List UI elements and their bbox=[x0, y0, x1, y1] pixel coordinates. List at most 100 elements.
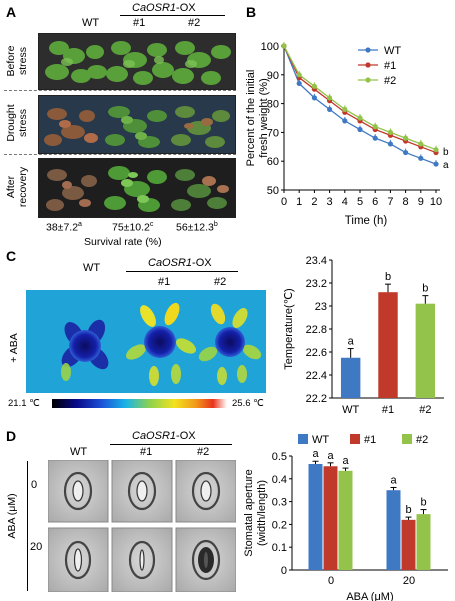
chart-c-ytick-label: 23.2 bbox=[306, 278, 327, 290]
chart-b-point bbox=[372, 124, 378, 130]
scale-min-label: 21.1 ℃ bbox=[8, 398, 40, 409]
survival-line2: 56±12.3b bbox=[176, 221, 218, 234]
chart-b-legend-label-2: #1 bbox=[384, 60, 396, 72]
chart-c-significance-letter: a bbox=[348, 336, 355, 348]
chart-b-point bbox=[372, 135, 378, 141]
chart-b-point bbox=[387, 141, 393, 147]
chart-b-xtick-label: 5 bbox=[357, 196, 363, 208]
chart-b-ytick-label: 70 bbox=[267, 127, 279, 139]
chart-b-ytick-label: 50 bbox=[267, 185, 279, 197]
panel-a-row-before: Beforestress bbox=[2, 34, 36, 88]
chart-d-xlabel: ABA (μM) bbox=[346, 591, 393, 601]
chart-b-point bbox=[327, 106, 333, 112]
chart-b-point bbox=[311, 95, 317, 101]
chart-d-ytick-label: 0.1 bbox=[272, 542, 287, 554]
chart-c-ytick-label: 22.4 bbox=[306, 370, 327, 382]
chart-b-point bbox=[296, 80, 302, 87]
chart-d-category-label: 0 bbox=[328, 575, 334, 587]
chart-d-ylabel: Stomatal aperture(width/length) bbox=[243, 469, 268, 556]
chart-d-legend-swatch-2 bbox=[350, 434, 360, 444]
chart-d-bar bbox=[308, 463, 323, 570]
panel-a-wt-label: WT bbox=[82, 17, 100, 29]
chart-b-point bbox=[311, 83, 317, 89]
chart-b-xtick-label: 3 bbox=[327, 196, 333, 208]
chart-b-xtick-label: 0 bbox=[281, 196, 287, 208]
chart-c-category-label: WT bbox=[342, 404, 359, 416]
chart-b-xtick-label: 7 bbox=[387, 196, 393, 208]
chart-d-significance-letter: a bbox=[327, 450, 334, 462]
chart-b-significance-letter: b bbox=[443, 147, 449, 158]
chart-c-bar-3 bbox=[415, 303, 436, 398]
chart-c-ytick-label: 22.2 bbox=[306, 393, 327, 405]
chart-b-point bbox=[357, 115, 363, 121]
chart-c-bar-2 bbox=[378, 292, 398, 398]
chart-b-point bbox=[357, 126, 363, 133]
chart-d-significance-letter: b bbox=[420, 497, 426, 509]
chart-d-significance-letter: a bbox=[312, 448, 319, 460]
chart-d-bar bbox=[416, 514, 431, 570]
chart-c-ytick-label: 23 bbox=[315, 301, 327, 313]
panel-b-line-chart: 50 60 70 80 90 100 0 1 2 3 4 5 6 7 8 9 10 Time (h) Percent… bbox=[245, 41, 449, 227]
thermal-wt-rosette bbox=[61, 319, 109, 381]
chart-d-legend-swatch-1 bbox=[298, 434, 308, 444]
survival-line1: 75±10.2c bbox=[112, 221, 154, 234]
chart-d-legend-label-2: #1 bbox=[364, 434, 376, 446]
chart-d-significance-letter: b bbox=[405, 504, 411, 516]
chart-b-series-line-1 bbox=[283, 45, 437, 165]
chart-d-bar bbox=[323, 466, 338, 570]
chart-b-point bbox=[433, 147, 439, 153]
chart-d-ytick-label: 0.4 bbox=[272, 474, 287, 486]
chart-b-significance-letter: a bbox=[443, 160, 449, 171]
chart-b-point bbox=[387, 129, 393, 135]
survival-wt: 38±7.2a bbox=[46, 221, 82, 234]
chart-b-xtick-label: 10 bbox=[430, 196, 442, 208]
chart-b-xtick-label: 9 bbox=[418, 196, 424, 208]
panel-d-wt-label: WT bbox=[70, 446, 88, 458]
panel-d-line1-label: #1 bbox=[140, 446, 153, 458]
svg-text:Droughtstress: Droughtstress bbox=[5, 104, 29, 141]
thermal-line1-rosette bbox=[126, 302, 196, 386]
temperature-color-scale bbox=[52, 399, 227, 408]
panel-c-bar-chart: 22.2 22.4 22.6 22.8 23 23.2 23.4 Temperature(℃)… bbox=[283, 255, 444, 416]
chart-b-point bbox=[418, 155, 424, 161]
panel-d-letter: D bbox=[6, 428, 17, 444]
chart-d-bar bbox=[386, 490, 401, 570]
chart-b-point bbox=[403, 135, 409, 141]
chart-b-legend-marker-1 bbox=[365, 47, 371, 53]
chart-b-point bbox=[281, 43, 287, 49]
chart-d-bar bbox=[401, 519, 416, 570]
panel-a-letter: A bbox=[6, 4, 17, 20]
panel-c-line2-label: #2 bbox=[214, 276, 227, 288]
chart-c-category-label: #2 bbox=[419, 404, 431, 416]
chart-b-point bbox=[403, 149, 409, 156]
chart-b-point bbox=[296, 72, 302, 78]
chart-c-significance-letter: b bbox=[422, 283, 428, 295]
panel-a-row-drought: Droughtstress bbox=[2, 94, 36, 152]
chart-b-point bbox=[418, 141, 424, 147]
chart-b-point bbox=[433, 161, 439, 167]
panel-d-ox-label: CaOSR1-OX bbox=[132, 430, 196, 442]
svg-text:Beforestress: Beforestress bbox=[5, 45, 29, 76]
photo-before-stress bbox=[38, 33, 236, 90]
chart-b-xtick-label: 2 bbox=[311, 196, 317, 208]
svg-text:ABA (μM): ABA (μM) bbox=[6, 493, 18, 538]
chart-b-legend-label-3: #2 bbox=[384, 75, 396, 87]
chart-d-category-label: 20 bbox=[403, 575, 415, 587]
panel-c-ox-bracket bbox=[126, 271, 238, 272]
panel-d-aba-bracket bbox=[27, 461, 28, 591]
panel-a-ox-label: CaOSR1-OX bbox=[132, 2, 196, 14]
panel-d-aba-0: 0 bbox=[31, 479, 38, 491]
chart-d-ytick-label: 0 bbox=[281, 565, 287, 577]
chart-b-ytick-label: 100 bbox=[261, 41, 279, 53]
panel-c-aba-label: + ABA bbox=[4, 318, 24, 378]
chart-b-series-line-2 bbox=[283, 45, 437, 154]
panel-c-ox-label: CaOSR1-OX bbox=[148, 257, 212, 269]
chart-c-ytick-label: 22.6 bbox=[306, 347, 327, 359]
chart-d-ytick-label: 0.5 bbox=[272, 451, 287, 463]
panel-d-ox-bracket bbox=[110, 444, 232, 445]
chart-d-legend-label-1: WT bbox=[312, 434, 329, 446]
chart-b-xtick-label: 8 bbox=[403, 196, 409, 208]
panel-a-line1-label: #1 bbox=[133, 17, 146, 29]
panel-a-ox-bracket bbox=[120, 15, 225, 16]
thermal-line2-rosette bbox=[198, 303, 262, 385]
